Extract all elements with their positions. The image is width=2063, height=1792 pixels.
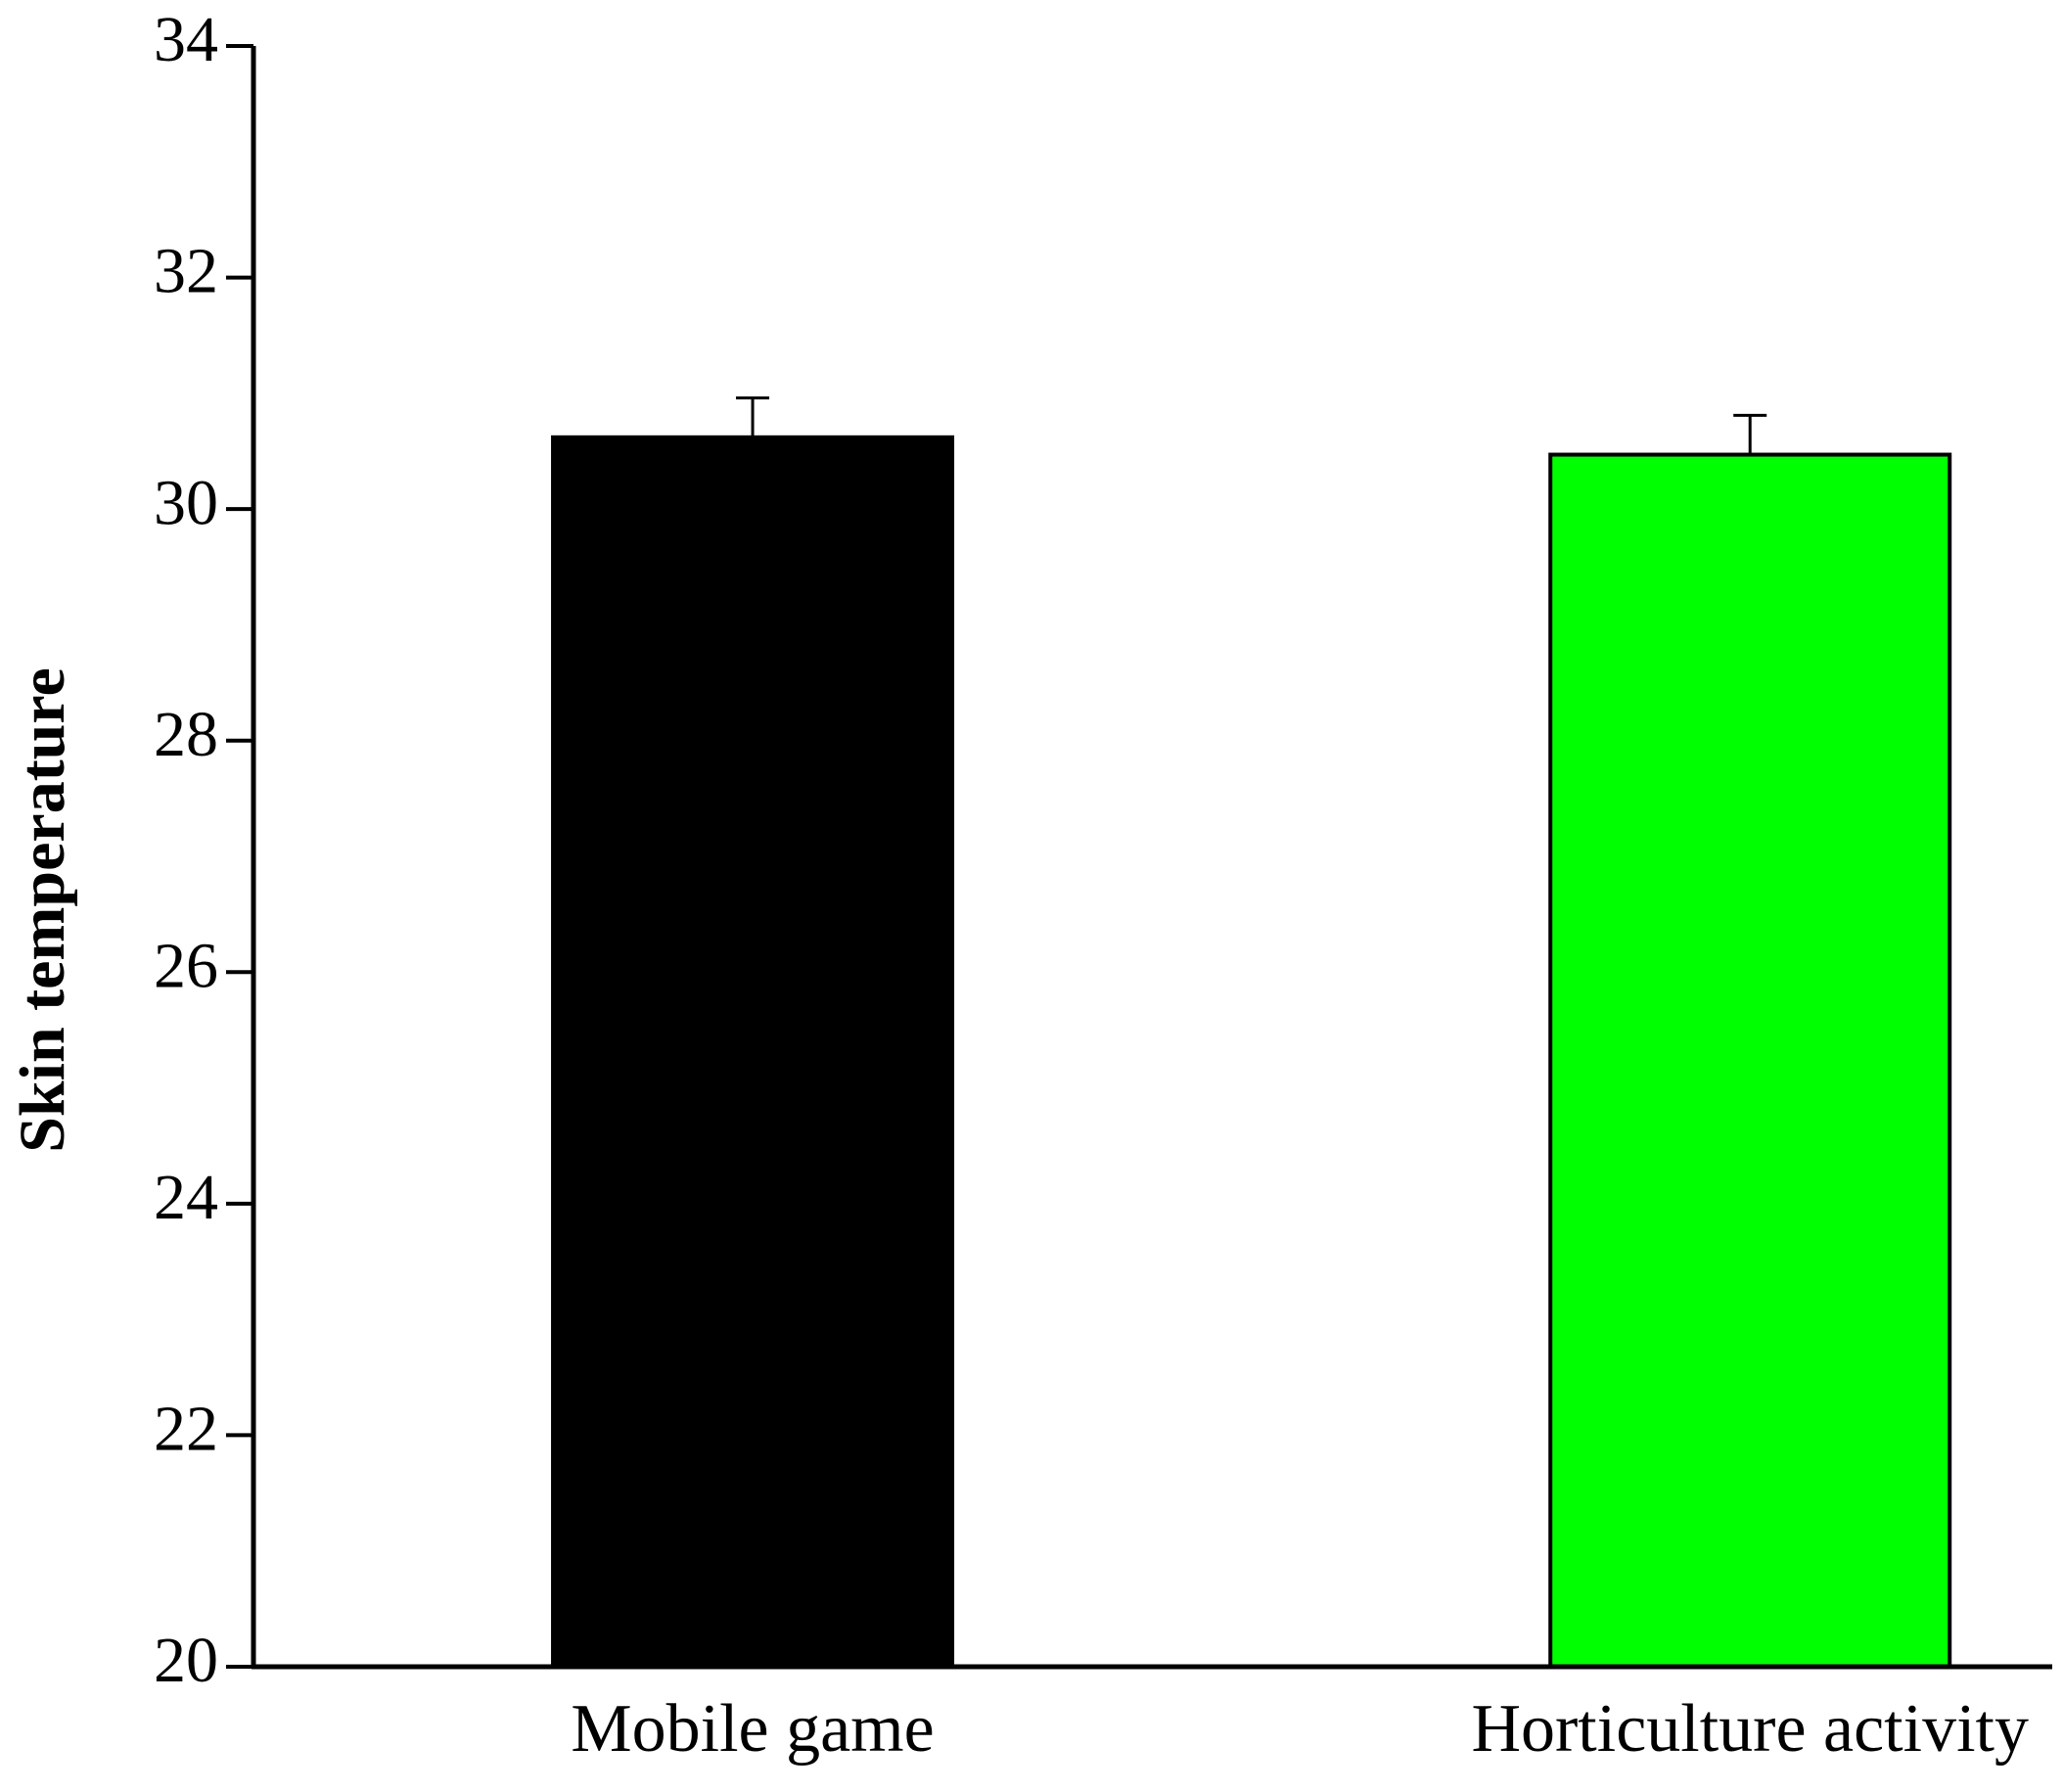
y-tick-label: 34 [154,4,218,75]
bar [1548,452,1952,1669]
y-tick-label: 26 [154,930,218,1001]
y-tick-label: 30 [154,467,218,538]
y-tick-label: 28 [154,699,218,770]
y-tick-label: 32 [154,236,218,307]
y-tick-label: 20 [154,1625,218,1696]
bar [551,435,955,1670]
y-axis-label: Skin temperature [7,667,78,1153]
x-tick-label: Horticulture activity [1471,1691,2029,1767]
x-tick-label: Mobile game [571,1691,934,1767]
y-tick-label: 22 [154,1394,218,1465]
y-tick-label: 24 [154,1162,218,1233]
